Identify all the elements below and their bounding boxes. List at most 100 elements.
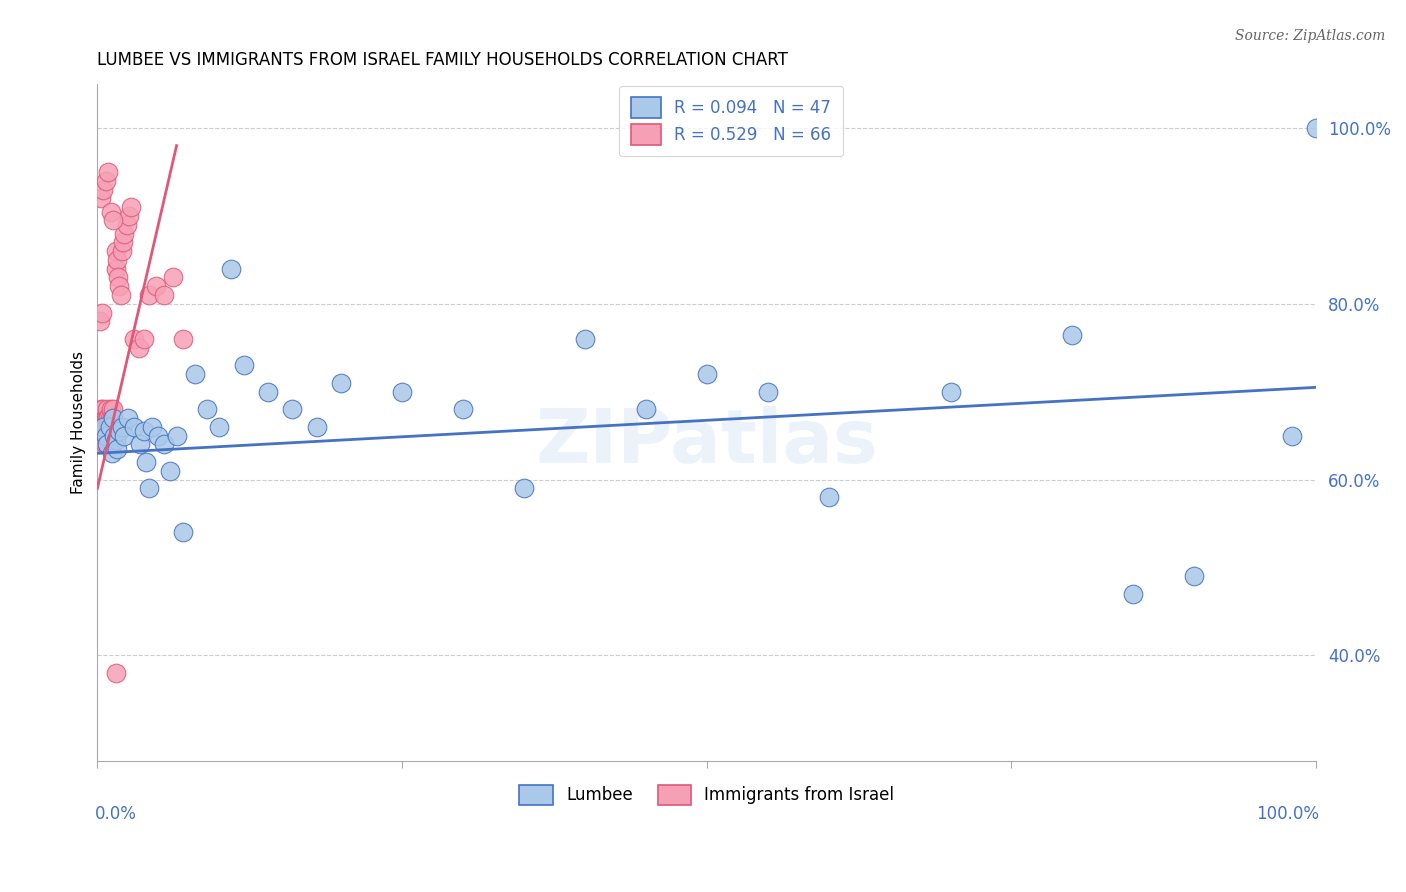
Point <box>100 204 122 219</box>
Point <box>90 402 112 417</box>
Point <box>89 314 111 328</box>
Point <box>145 279 167 293</box>
Point <box>94 428 117 442</box>
Point <box>96 402 118 417</box>
Point <box>111 420 134 434</box>
Point <box>98 420 121 434</box>
Point <box>153 288 176 302</box>
Point <box>104 261 127 276</box>
Point <box>89 411 111 425</box>
Point <box>101 428 124 442</box>
Point <box>132 425 155 439</box>
Point <box>104 244 127 259</box>
Point <box>96 411 118 425</box>
Point <box>91 305 114 319</box>
Point <box>96 437 118 451</box>
Point <box>1062 327 1084 342</box>
Point <box>195 402 218 417</box>
Point <box>104 665 127 680</box>
Point <box>1122 587 1144 601</box>
Point <box>159 464 181 478</box>
Point <box>118 209 141 223</box>
Point <box>172 332 194 346</box>
Point <box>108 279 131 293</box>
Point <box>93 402 115 417</box>
Point <box>208 420 231 434</box>
Point <box>87 420 110 434</box>
Point <box>87 433 110 447</box>
Point <box>162 270 184 285</box>
Point <box>93 428 115 442</box>
Point <box>166 428 188 442</box>
Point <box>90 191 112 205</box>
Point <box>97 411 120 425</box>
Point <box>148 428 170 442</box>
Point <box>634 402 657 417</box>
Point <box>97 425 120 439</box>
Point <box>141 420 163 434</box>
Point <box>94 174 117 188</box>
Point <box>817 490 839 504</box>
Point <box>451 402 474 417</box>
Point <box>939 384 962 399</box>
Point <box>101 411 124 425</box>
Text: Source: ZipAtlas.com: Source: ZipAtlas.com <box>1234 29 1385 43</box>
Point <box>128 341 150 355</box>
Point <box>98 411 121 425</box>
Point <box>96 425 118 439</box>
Point <box>98 428 121 442</box>
Point <box>281 402 304 417</box>
Point <box>91 428 114 442</box>
Point <box>91 411 114 425</box>
Point <box>391 384 413 399</box>
Point <box>103 420 125 434</box>
Point <box>97 165 120 179</box>
Point <box>330 376 353 390</box>
Point <box>117 411 139 425</box>
Point <box>93 437 115 451</box>
Point <box>574 332 596 346</box>
Point <box>108 425 131 439</box>
Y-axis label: Family Households: Family Households <box>72 351 86 494</box>
Legend: Lumbee, Immigrants from Israel: Lumbee, Immigrants from Israel <box>510 776 903 814</box>
Text: 0.0%: 0.0% <box>96 805 136 822</box>
Point <box>135 455 157 469</box>
Point <box>103 428 125 442</box>
Point <box>93 420 115 434</box>
Point <box>103 420 125 434</box>
Point <box>93 420 115 434</box>
Point <box>696 367 718 381</box>
Point <box>93 428 115 442</box>
Point <box>97 416 120 430</box>
Point <box>103 402 125 417</box>
Point <box>89 437 111 451</box>
Point <box>101 446 124 460</box>
Point <box>105 252 128 267</box>
Point <box>110 288 132 302</box>
Point <box>100 420 122 434</box>
Point <box>94 428 117 442</box>
Point <box>257 384 280 399</box>
Point <box>112 227 135 241</box>
Point <box>122 420 145 434</box>
Point <box>115 218 138 232</box>
Point <box>221 261 243 276</box>
Point <box>1281 428 1303 442</box>
Point <box>138 482 160 496</box>
Point <box>153 437 176 451</box>
Point <box>184 367 207 381</box>
Point <box>93 183 115 197</box>
Point <box>111 244 134 259</box>
Point <box>172 525 194 540</box>
Point <box>89 428 111 442</box>
Point <box>98 420 121 434</box>
Point <box>112 428 135 442</box>
Text: ZIPatlas: ZIPatlas <box>536 406 879 479</box>
Point <box>96 437 118 451</box>
Text: 100.0%: 100.0% <box>1256 805 1319 822</box>
Point <box>94 420 117 434</box>
Point <box>1182 569 1205 583</box>
Point <box>305 420 328 434</box>
Point <box>104 433 127 447</box>
Point <box>103 411 125 425</box>
